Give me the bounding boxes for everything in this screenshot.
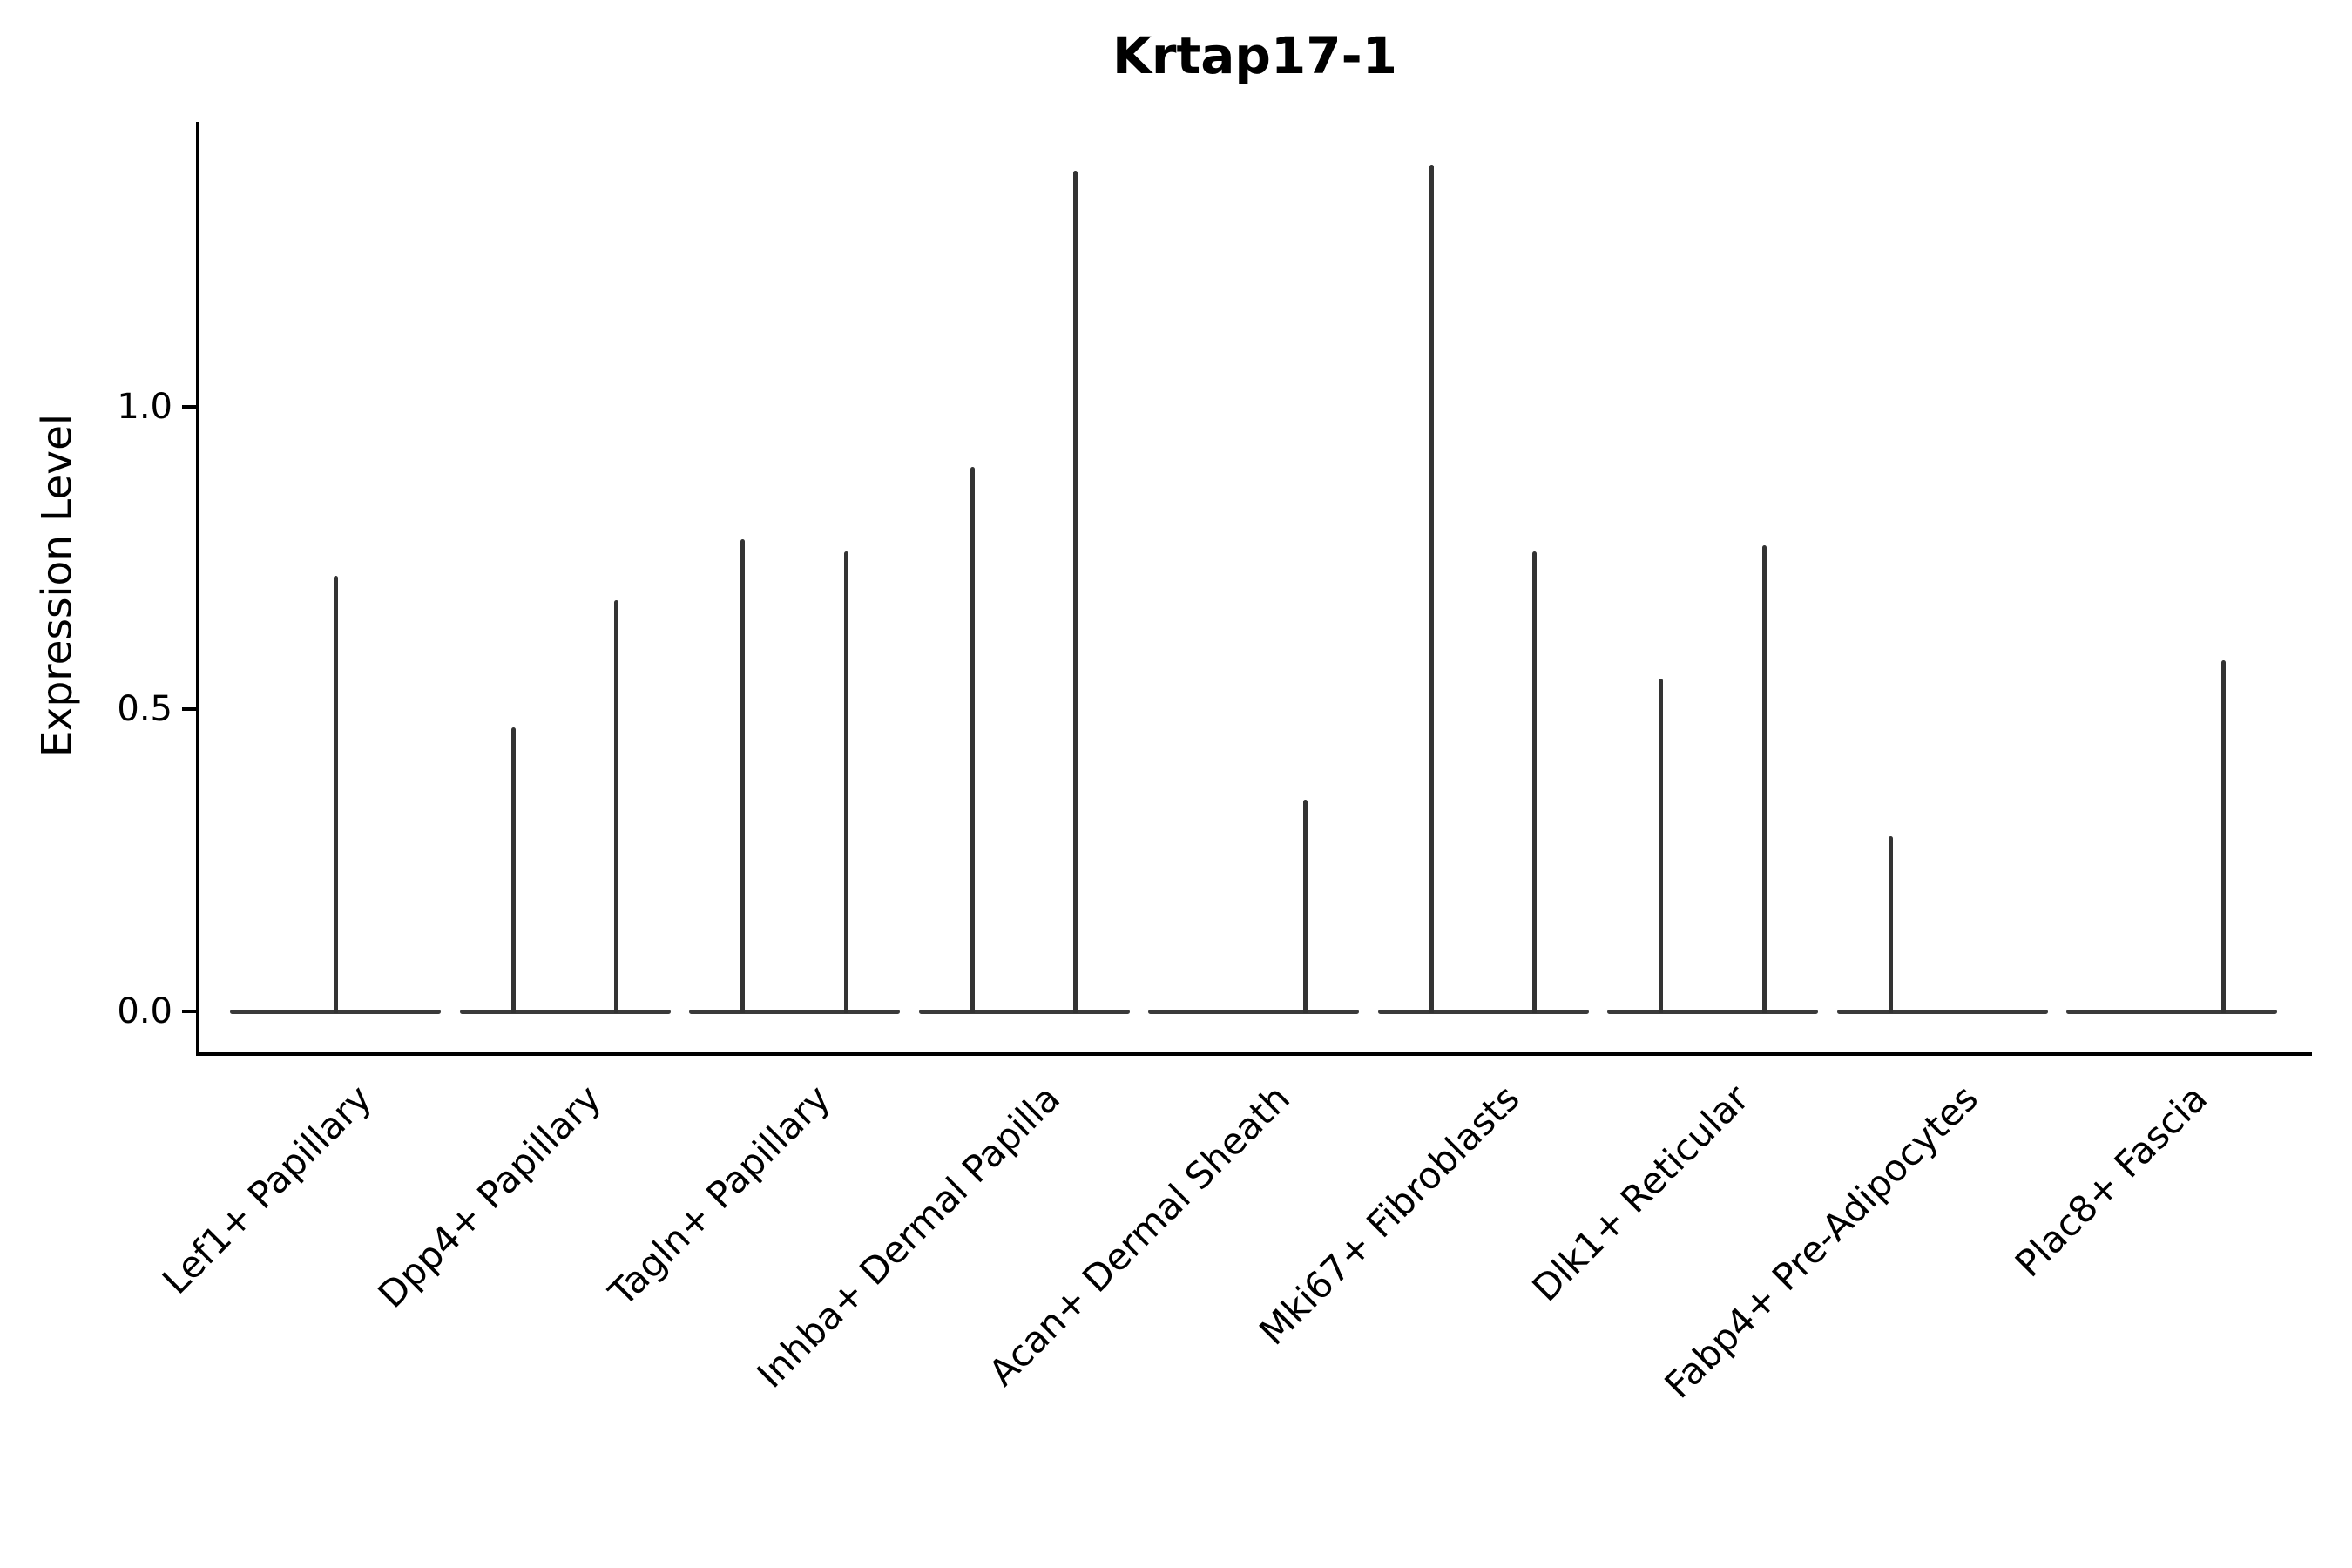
violin-spike-8-right xyxy=(2220,660,2226,1013)
x-tick-label-8: Plac8+ Fascia xyxy=(2007,1077,2216,1286)
violin-spike-6-right xyxy=(1761,545,1767,1013)
violin-base-4 xyxy=(1148,1009,1359,1014)
violin-spike-4-right xyxy=(1302,799,1308,1013)
x-axis-spine xyxy=(196,1052,2312,1056)
x-tick-label-6: Dlk1+ Reticular xyxy=(1524,1077,1757,1310)
violin-base-6 xyxy=(1607,1009,1818,1014)
violin-spike-3-left xyxy=(970,466,975,1013)
x-tick-label-1: Dpp4+ Papillary xyxy=(369,1077,610,1316)
violin-spike-2-left xyxy=(740,539,746,1013)
violin-base-1 xyxy=(459,1009,671,1014)
x-tick-label-0: Lef1+ Papillary xyxy=(153,1077,380,1302)
x-tick-label-2: Tagln+ Papillary xyxy=(600,1077,839,1315)
violin-spike-1-left xyxy=(510,727,516,1013)
y-tick-label-0.5: 0.5 xyxy=(117,688,172,729)
x-tick-label-5: Mki67+ Fibroblasts xyxy=(1250,1077,1528,1354)
violin-spike-7-left xyxy=(1888,835,1893,1013)
violin-base-5 xyxy=(1377,1009,1589,1014)
violin-base-7 xyxy=(1836,1009,2048,1014)
y-axis-spine xyxy=(196,122,199,1056)
y-tick-mark-1.0 xyxy=(182,404,197,409)
violin-spike-5-right xyxy=(1532,551,1538,1013)
violin-spike-1-right xyxy=(614,599,619,1013)
violin-spike-6-left xyxy=(1659,679,1664,1013)
violin-base-3 xyxy=(918,1009,1130,1014)
violin-base-8 xyxy=(2066,1009,2277,1014)
violin-spike-2-right xyxy=(843,551,848,1013)
y-tick-mark-0.5 xyxy=(182,706,197,711)
y-tick-label-1.0: 1.0 xyxy=(117,386,172,427)
chart-title: Krtap17-1 xyxy=(1112,26,1398,85)
violin-spike-5-left xyxy=(1429,164,1434,1013)
violin-base-2 xyxy=(689,1009,900,1014)
y-tick-mark-0.0 xyxy=(182,1010,197,1013)
violin-spike-3-right xyxy=(1073,170,1078,1013)
y-tick-label-0.0: 0.0 xyxy=(117,991,172,1031)
violin-spike-0-center xyxy=(333,575,338,1013)
